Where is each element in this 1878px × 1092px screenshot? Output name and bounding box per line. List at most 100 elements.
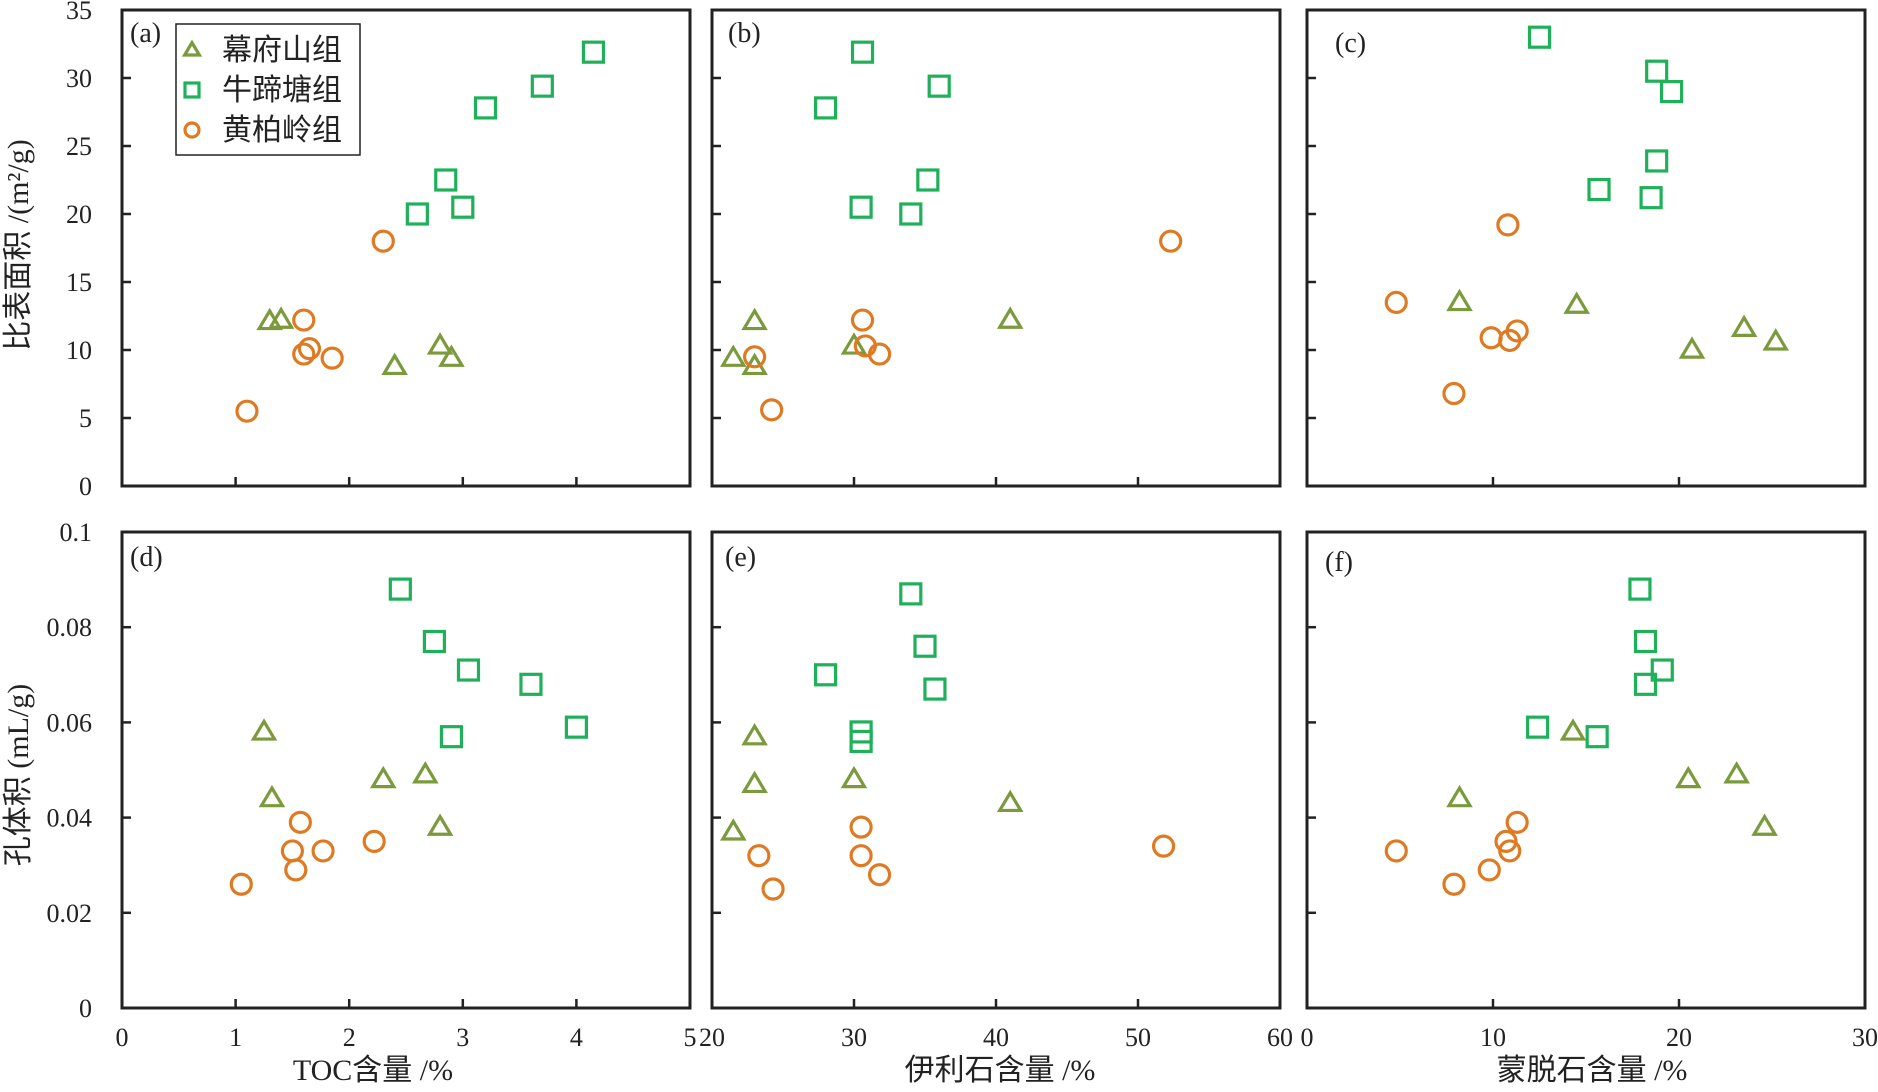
y-axis-title-top: 比表面积 /(m²/g) [2,139,35,350]
circle-point [867,342,892,366]
y-tick-label: 0 [79,472,92,501]
y-tick-label: 5 [79,404,92,433]
x-tick-label: 10 [1480,1023,1506,1052]
triangle-point [719,818,747,841]
triangle-point [1723,761,1750,784]
triangle-point [719,344,747,367]
plot-frame [120,8,692,488]
circle-point [867,863,892,887]
square-point [388,577,412,601]
legend-label: 黄柏岭组 [222,114,342,147]
circle-point [849,815,873,839]
panel-f: 0 10 20 30 (f) [1301,530,1878,1052]
circle-point [1159,229,1183,253]
legend-label: 幕府山组 [222,34,342,67]
triangle-point [267,306,295,329]
square-point [473,96,498,120]
circle-point [1442,872,1466,896]
square-point [1587,177,1611,202]
plot-frame [1305,8,1867,488]
square-point [422,629,446,654]
triangle-point [1559,718,1587,741]
circle-point [311,839,335,863]
x-tick-label: 30 [841,1023,867,1052]
circle-point [849,844,873,868]
x-tick-label: 5 [684,1023,697,1052]
triangle-point [1678,336,1706,359]
square-point [519,672,543,696]
square-point [913,634,937,658]
panel-c: (c) [1305,8,1867,488]
square-point [1639,186,1663,210]
x-tick-label: 3 [456,1023,469,1052]
square-point [813,663,838,687]
square-point [581,40,606,64]
circle-point [297,337,322,361]
triangle-point [426,332,454,355]
square-point [434,168,458,192]
y-tick-label: 0.06 [47,708,93,737]
triangle-point [1446,288,1473,312]
triangle-point [381,352,408,376]
y-tick-label: 15 [66,268,92,297]
circle-point [742,345,767,369]
x-tick-label: 1 [229,1023,242,1052]
y-tick-label: 10 [66,336,92,365]
panel-d: 0 0.02 0.04 0.06 0.08 0.1 0 1 2 3 4 5 (d) [47,518,697,1052]
square-point [564,715,589,739]
square-point [849,195,873,219]
x-axis-title-toc: TOC含量 /% [293,1054,453,1087]
legend-triangle-icon [181,39,203,57]
panel-label: (a) [130,18,161,49]
triangle-point [369,765,397,789]
circle-point [850,308,875,332]
square-point [849,729,873,754]
panel-label: (d) [130,542,163,573]
triangle-point [741,307,768,331]
plot-frame [710,8,1282,488]
triangle-point [1446,784,1473,808]
triangle-point [741,770,768,794]
y-tick-label: 25 [66,132,92,161]
panel-label: (c) [1335,28,1366,59]
circle-point [1505,319,1529,343]
legend-box [175,23,361,156]
square-point [1659,79,1684,104]
panel-b: (b) [710,8,1282,488]
square-point [451,195,475,219]
square-point [899,202,923,226]
triangle-point [996,306,1024,329]
circle-point [1384,839,1408,863]
circle-point [288,810,312,834]
triangle-point [412,761,439,784]
triangle-point [1730,314,1758,337]
circle-point [229,872,253,896]
panel-e: 20 30 40 50 60 (e) [699,530,1293,1052]
circle-point [371,229,395,253]
triangle-point [840,332,868,355]
circle-point [320,346,344,370]
circle-point [362,829,386,854]
x-tick-label: 2 [343,1023,356,1052]
circle-point [235,399,259,423]
square-point [813,96,838,120]
square-point [456,658,481,682]
x-tick-label: 40 [983,1023,1009,1052]
x-tick-label: 60 [1267,1023,1293,1052]
x-tick-label: 30 [1852,1023,1878,1052]
square-point [899,582,923,606]
square-point [1633,629,1658,654]
triangle-point [258,784,286,808]
circle-point [760,398,784,422]
y-tick-label: 30 [66,64,92,93]
triangle-point [840,765,868,789]
y-axis-title-bottom: 孔体积 (mL/g) [2,684,35,866]
square-point [927,74,951,98]
triangle-point [426,813,454,836]
plot-frame [120,530,692,1010]
y-tick-label: 0.1 [60,518,93,547]
circle-point [761,877,785,901]
circle-point [292,342,316,366]
